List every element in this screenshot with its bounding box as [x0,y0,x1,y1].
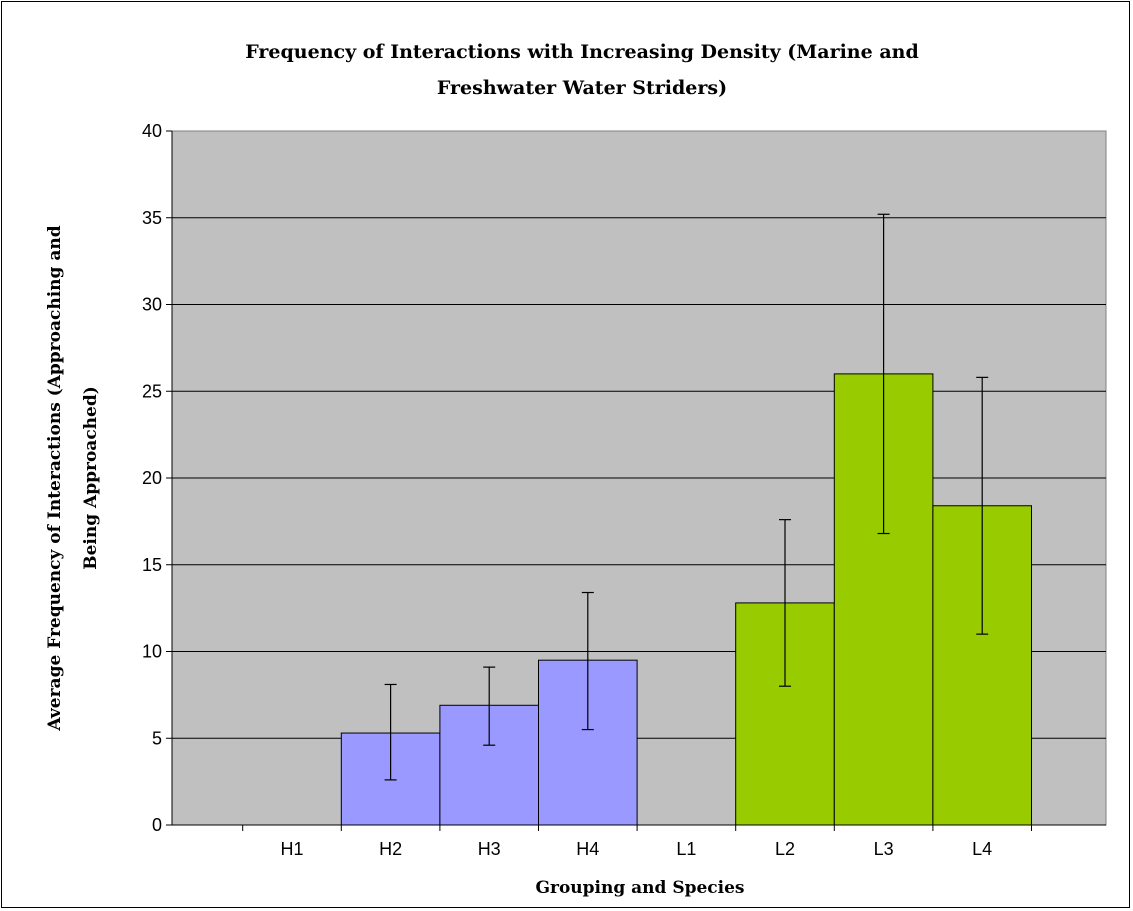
error-bars [384,213,989,781]
y-axis-title-line-2: Being Approached) [81,386,101,570]
x-tick-label: H4 [576,839,599,859]
bars [340,373,1033,826]
gridlines [172,217,1106,739]
x-tick-label: L2 [775,839,795,859]
y-axis-title-line-1: Average Frequency of Interactions (Appro… [45,225,65,731]
y-tick-label: 35 [142,208,162,228]
chart-title-line-2: Freshwater Water Striders) [437,77,727,99]
y-tick-label: 15 [142,555,162,575]
x-tick-label: L1 [676,839,696,859]
y-axis-title: Average Frequency of Interactions (Appro… [45,225,101,731]
x-tick-label: H2 [379,839,402,859]
x-tick-label: L4 [972,839,992,859]
x-axis-title: Grouping and Species [535,878,744,898]
x-axis-ticks: H1 H2 H3 H4 L1 L2 L3 L4 [242,825,1032,859]
y-tick-label: 20 [142,468,162,488]
y-tick-label: 25 [142,381,162,401]
x-tick-label: L3 [874,839,894,859]
y-axis-ticks: 0 5 10 15 20 25 30 35 40 [142,121,172,835]
y-tick-label: 40 [142,121,162,141]
chart-title-line-1: Frequency of Interactions with Increasin… [245,41,919,63]
x-tick-label: H3 [478,839,501,859]
y-tick-label: 5 [152,728,162,748]
y-tick-label: 30 [142,295,162,315]
x-tick-label: H1 [280,839,303,859]
y-tick-label: 10 [142,642,162,662]
y-tick-label: 0 [152,815,162,835]
